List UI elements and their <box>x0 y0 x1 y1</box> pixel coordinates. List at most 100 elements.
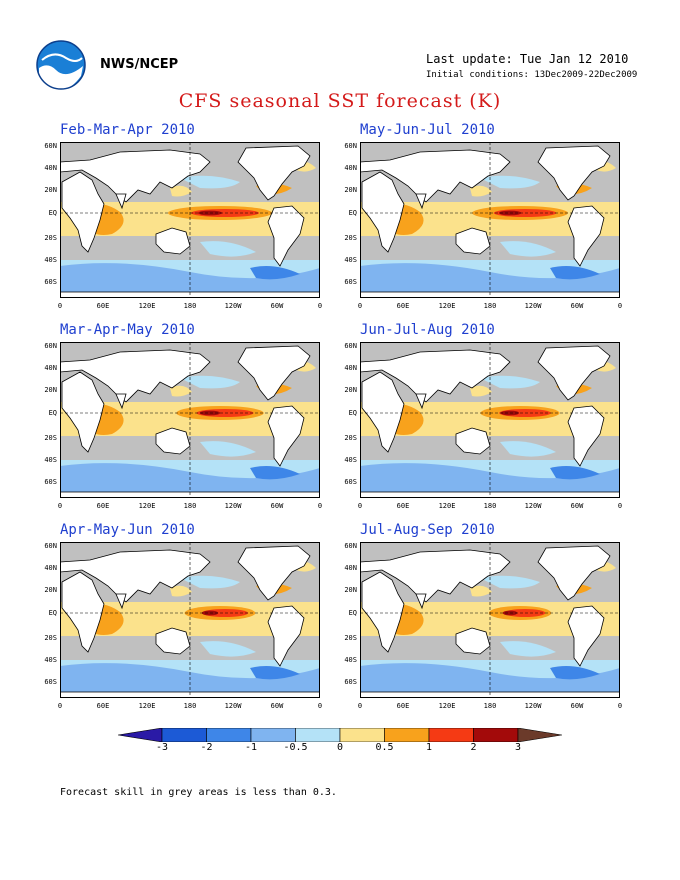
lon-tick-label: 60W <box>570 302 584 310</box>
lon-tick-label: 60E <box>396 702 410 710</box>
colorbar-tick-label: -0.5 <box>283 742 308 753</box>
colorbar-tick-label: -1 <box>244 742 258 753</box>
lat-tick-label: 20S <box>44 234 57 242</box>
agency-name: NWS/NCEP <box>100 57 179 72</box>
lon-tick-label: 60W <box>270 302 284 310</box>
page-title: CFS seasonal SST forecast (K) <box>178 90 502 112</box>
lon-tick-label: 0 <box>317 502 323 510</box>
sst-map <box>360 342 620 498</box>
lat-tick-label: 40S <box>44 456 57 464</box>
lat-tick-label: 20N <box>44 186 57 194</box>
colorbar-tick-label: -2 <box>200 742 213 753</box>
lon-tick-label: 0 <box>357 702 363 710</box>
lon-tick-label: 60W <box>570 502 584 510</box>
last-update-text: Last update: Tue Jan 12 2010 <box>426 52 629 66</box>
panel-title: Mar-Apr-May 2010 <box>60 322 195 338</box>
footnote: Forecast skill in grey areas is less tha… <box>60 787 337 798</box>
lon-tick-label: 0 <box>57 502 63 510</box>
lon-tick-label: 120W <box>224 302 242 310</box>
lat-tick-label: 60S <box>344 478 357 486</box>
lon-tick-label: 0 <box>617 702 623 710</box>
lat-tick-label: 20S <box>344 234 357 242</box>
lat-tick-label: 20S <box>44 634 57 642</box>
lat-tick-label: 40S <box>344 256 357 264</box>
lon-tick-label: 60E <box>396 502 410 510</box>
lat-tick-label: 40S <box>344 456 357 464</box>
panel-title: Apr-May-Jun 2010 <box>60 522 195 538</box>
lat-tick-label: 60S <box>44 278 57 286</box>
panel-title: Jun-Jul-Aug 2010 <box>360 322 495 338</box>
noaa-logo <box>36 40 86 90</box>
panel-title: May-Jun-Jul 2010 <box>360 122 495 138</box>
lat-tick-label: 40S <box>44 656 57 664</box>
lat-tick-label: 60N <box>344 142 357 150</box>
lon-tick-label: 60E <box>96 302 110 310</box>
lon-tick-label: 120E <box>438 302 456 310</box>
lat-tick-label: 40N <box>344 364 357 372</box>
lat-tick-label: 60N <box>344 542 357 550</box>
lat-tick-label: 20S <box>344 434 357 442</box>
lat-tick-label: 60N <box>44 342 57 350</box>
lon-tick-label: 120W <box>524 302 542 310</box>
panel-title: Feb-Mar-Apr 2010 <box>60 122 195 138</box>
lat-tick-label: EQ <box>48 409 57 417</box>
colorbar-tick-label: 0.5 <box>375 742 394 753</box>
lon-tick-label: 60E <box>96 502 110 510</box>
lat-tick-label: 60N <box>344 342 357 350</box>
lon-tick-label: 0 <box>617 502 623 510</box>
lon-tick-label: 120W <box>224 502 242 510</box>
lon-tick-label: 180 <box>483 302 497 310</box>
lon-tick-label: 120E <box>438 702 456 710</box>
lon-tick-label: 60W <box>270 502 284 510</box>
lat-tick-label: 60N <box>44 542 57 550</box>
colorbar-tick-label: 2 <box>470 742 477 753</box>
lat-tick-label: 40N <box>44 364 57 372</box>
sst-map <box>360 542 620 698</box>
lat-tick-label: 20S <box>344 634 357 642</box>
lon-tick-label: 180 <box>483 502 497 510</box>
lon-tick-label: 180 <box>183 702 197 710</box>
lat-tick-label: 40N <box>344 564 357 572</box>
lat-tick-label: 20N <box>44 586 57 594</box>
lat-tick-label: 40N <box>344 164 357 172</box>
lon-tick-label: 120E <box>138 502 156 510</box>
initial-conditions-text: Initial conditions: 13Dec2009-22Dec2009 <box>426 70 638 80</box>
lat-tick-label: 40N <box>44 564 57 572</box>
lat-tick-label: 20N <box>344 386 357 394</box>
lon-tick-label: 60W <box>570 702 584 710</box>
lon-tick-label: 0 <box>317 702 323 710</box>
lon-tick-label: 0 <box>317 302 323 310</box>
lat-tick-label: 40S <box>44 256 57 264</box>
lat-tick-label: 20N <box>44 386 57 394</box>
lon-tick-label: 60E <box>96 702 110 710</box>
colorbar-tick-label: 1 <box>425 742 433 753</box>
lat-tick-label: 60S <box>44 478 57 486</box>
lat-tick-label: 20S <box>44 434 57 442</box>
lon-tick-label: 120E <box>438 502 456 510</box>
lon-tick-label: 0 <box>57 302 63 310</box>
lon-tick-label: 180 <box>183 302 197 310</box>
sst-map <box>60 142 320 298</box>
lat-tick-label: EQ <box>348 209 357 217</box>
lon-tick-label: 120W <box>224 702 242 710</box>
lat-tick-label: 20N <box>344 586 357 594</box>
lon-tick-label: 60E <box>396 302 410 310</box>
lon-tick-label: 120W <box>524 502 542 510</box>
lon-tick-label: 0 <box>57 702 63 710</box>
lat-tick-label: 60N <box>44 142 57 150</box>
lat-tick-label: 60S <box>344 278 357 286</box>
lat-tick-label: EQ <box>48 209 57 217</box>
panel-title: Jul-Aug-Sep 2010 <box>360 522 495 538</box>
colorbar-tick-label: 0 <box>336 742 344 753</box>
lon-tick-label: 0 <box>617 302 623 310</box>
colorbar <box>118 728 562 742</box>
lon-tick-label: 120E <box>138 702 156 710</box>
lat-tick-label: 40N <box>44 164 57 172</box>
lat-tick-label: 20N <box>344 186 357 194</box>
lon-tick-label: 120W <box>524 702 542 710</box>
lat-tick-label: EQ <box>48 609 57 617</box>
colorbar-tick-label: 3 <box>514 742 522 753</box>
lat-tick-label: EQ <box>348 409 357 417</box>
lat-tick-label: 60S <box>344 678 357 686</box>
lat-tick-label: 60S <box>44 678 57 686</box>
